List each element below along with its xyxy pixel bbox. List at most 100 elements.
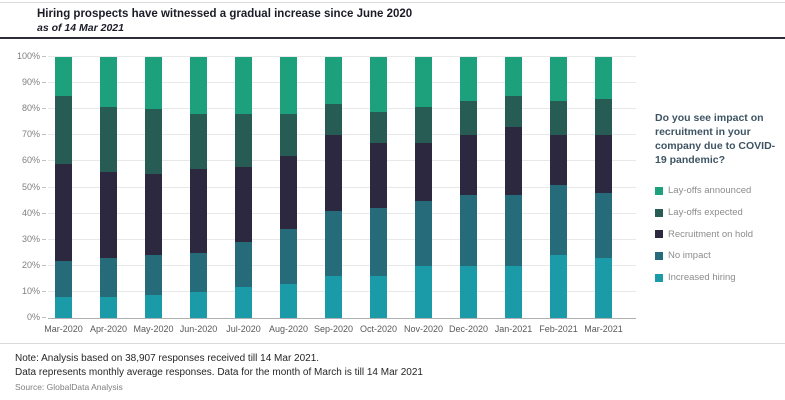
segment-no-impact-Jan-2021 — [505, 195, 522, 266]
y-tick-label: 80% — [21, 103, 40, 114]
segment-recruitment-on-hold-Jul-2020 — [235, 166, 252, 243]
y-tick-label: 0% — [26, 312, 40, 322]
segment-lay-offs-expected-Sep-2020 — [325, 104, 342, 136]
segment-recruitment-on-hold-May-2020 — [145, 174, 162, 256]
bar-Sep-2020 — [325, 57, 342, 318]
y-tick-label: 100% — [16, 51, 40, 61]
segment-lay-offs-expected-Oct-2020 — [370, 111, 387, 144]
gridline-70% — [48, 134, 636, 136]
segment-increased-hiring-May-2020 — [145, 294, 162, 318]
y-tick-label: 30% — [21, 233, 40, 244]
bar-Jul-2020 — [235, 57, 252, 318]
segment-recruitment-on-hold-Mar-2021 — [595, 135, 612, 193]
segment-lay-offs-announced-Apr-2020 — [100, 57, 117, 107]
legend-label: Lay-offs expected — [668, 207, 743, 219]
x-tick-label-Mar-2021: Mar-2021 — [584, 324, 623, 334]
bar-Feb-2021 — [550, 57, 567, 318]
segment-increased-hiring-Jan-2021 — [505, 265, 522, 318]
segment-recruitment-on-hold-Apr-2020 — [100, 171, 117, 258]
legend-label: Increased hiring — [668, 272, 736, 284]
gridline-10% — [48, 290, 636, 292]
segment-lay-offs-expected-Mar-2020 — [55, 96, 72, 165]
segment-increased-hiring-Nov-2020 — [415, 265, 432, 318]
y-tick-mark — [42, 264, 46, 266]
segment-no-impact-Feb-2021 — [550, 184, 567, 256]
bar-Mar-2020 — [55, 57, 72, 318]
segment-recruitment-on-hold-Jan-2021 — [505, 127, 522, 196]
legend-label: Lay-offs announced — [668, 185, 752, 197]
segment-lay-offs-expected-Feb-2021 — [550, 101, 567, 136]
segment-recruitment-on-hold-Dec-2020 — [460, 135, 477, 196]
x-tick-label-Feb-2021: Feb-2021 — [539, 324, 578, 334]
y-tick-mark — [42, 290, 46, 292]
y-tick-label: 50% — [21, 181, 40, 192]
segment-recruitment-on-hold-Sep-2020 — [325, 135, 342, 211]
stacked-bar-chart — [48, 56, 636, 319]
legend-item-lay-offs-expected: Lay-offs expected — [655, 202, 783, 224]
legend-swatch-icon — [655, 186, 663, 195]
segment-lay-offs-expected-Jul-2020 — [235, 114, 252, 167]
segment-no-impact-Aug-2020 — [280, 229, 297, 285]
legend-question: Do you see impact on recruitment in your… — [655, 112, 776, 166]
y-tick-mark — [42, 212, 46, 214]
segment-lay-offs-announced-May-2020 — [145, 57, 162, 110]
x-axis-line — [48, 318, 636, 319]
x-tick-label-Dec-2020: Dec-2020 — [448, 324, 489, 334]
segment-increased-hiring-Apr-2020 — [100, 297, 117, 318]
segment-recruitment-on-hold-Aug-2020 — [280, 156, 297, 230]
bar-Mar-2021 — [595, 57, 612, 318]
bar-May-2020 — [145, 57, 162, 318]
legend-swatch-icon — [655, 251, 663, 260]
segment-no-impact-Jul-2020 — [235, 242, 252, 287]
y-tick-mark — [42, 186, 46, 188]
segment-no-impact-Nov-2020 — [415, 200, 432, 266]
segment-increased-hiring-Dec-2020 — [460, 265, 477, 318]
gridline-100% — [48, 56, 636, 57]
segment-recruitment-on-hold-Jun-2020 — [190, 169, 207, 253]
segment-increased-hiring-Mar-2020 — [55, 297, 72, 318]
segment-lay-offs-expected-May-2020 — [145, 109, 162, 175]
segment-recruitment-on-hold-Mar-2020 — [55, 164, 72, 261]
note-line-1: Note: Analysis based on 38,907 responses… — [15, 353, 320, 364]
gridline-90% — [48, 82, 636, 84]
top-divider — [0, 2, 785, 3]
segment-lay-offs-announced-Nov-2020 — [415, 57, 432, 107]
footer-divider — [0, 343, 785, 344]
segment-lay-offs-announced-Aug-2020 — [280, 57, 297, 115]
gridline-40% — [48, 212, 636, 214]
gridline-30% — [48, 238, 636, 240]
y-tick-mark — [42, 160, 46, 162]
segment-increased-hiring-Mar-2021 — [595, 257, 612, 318]
segment-recruitment-on-hold-Feb-2021 — [550, 135, 567, 185]
segment-increased-hiring-Jul-2020 — [235, 286, 252, 318]
legend-item-no-impact: No impact — [655, 245, 783, 267]
y-tick-label: 90% — [21, 77, 40, 88]
segment-lay-offs-expected-Aug-2020 — [280, 114, 297, 157]
x-tick-label-Oct-2020: Oct-2020 — [359, 324, 398, 334]
x-tick-label-Jun-2020: Jun-2020 — [179, 324, 218, 334]
segment-lay-offs-expected-Mar-2021 — [595, 98, 612, 136]
y-tick-label: 10% — [21, 285, 40, 296]
segment-no-impact-Sep-2020 — [325, 211, 342, 277]
segment-lay-offs-announced-Dec-2020 — [460, 57, 477, 102]
segment-no-impact-Mar-2020 — [55, 260, 72, 298]
y-tick-label: 60% — [21, 155, 40, 166]
segment-lay-offs-announced-Mar-2020 — [55, 57, 72, 97]
gridline-60% — [48, 160, 636, 162]
title-divider — [0, 37, 785, 39]
y-tick-label: 40% — [21, 207, 40, 218]
x-tick-label-Aug-2020: Aug-2020 — [268, 324, 309, 334]
bar-Aug-2020 — [280, 57, 297, 318]
x-tick-label-May-2020: May-2020 — [133, 324, 174, 334]
segment-increased-hiring-Oct-2020 — [370, 276, 387, 318]
gridline-20% — [48, 264, 636, 266]
y-tick-label: 20% — [21, 259, 40, 270]
segment-recruitment-on-hold-Oct-2020 — [370, 143, 387, 209]
segment-lay-offs-announced-Jan-2021 — [505, 57, 522, 97]
segment-lay-offs-announced-Jun-2020 — [190, 57, 207, 115]
segment-no-impact-Apr-2020 — [100, 257, 117, 298]
legend-swatch-icon — [655, 230, 663, 239]
bar-Apr-2020 — [100, 57, 117, 318]
y-tick-mark — [42, 134, 46, 136]
